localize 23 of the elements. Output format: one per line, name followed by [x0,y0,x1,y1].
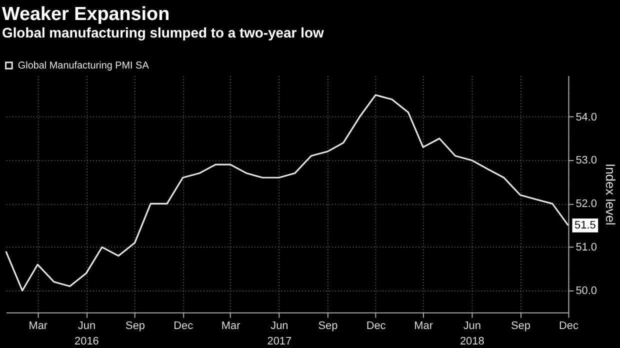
y-tick-label: 50.0 [576,285,598,298]
x-tick-label: Sep [126,320,146,332]
x-tick-label: Sep [510,320,530,332]
legend-label: Global Manufacturing PMI SA [18,60,150,72]
x-tick-label: Dec [366,320,386,332]
y-tick-label: 52.0 [576,198,598,210]
x-tick-label: Sep [318,320,338,332]
line-series [5,94,570,292]
x-tick-label: Mar [414,320,434,332]
x-tick-label: Mar [28,320,48,332]
x-tick-label: Jun 2017 [267,320,292,348]
x-tick-label: Mar [221,320,241,332]
x-tick-label: Jun 2016 [74,320,99,348]
y-tick-label: 51.0 [576,242,598,254]
y-tick-label: 53.0 [576,154,598,167]
x-tick-label: Jun 2018 [460,320,484,348]
y-axis-title: Index level [602,164,618,226]
x-tick-label: Dec [174,320,194,332]
chart-title: Weaker Expansion [2,4,170,25]
x-tick-label: Dec [559,320,580,332]
y-tick-label: 54.0 [576,111,598,124]
chart-subtitle: Global manufacturing slumped to a two-year low [2,24,324,41]
data-label: 51.5 [574,219,596,232]
